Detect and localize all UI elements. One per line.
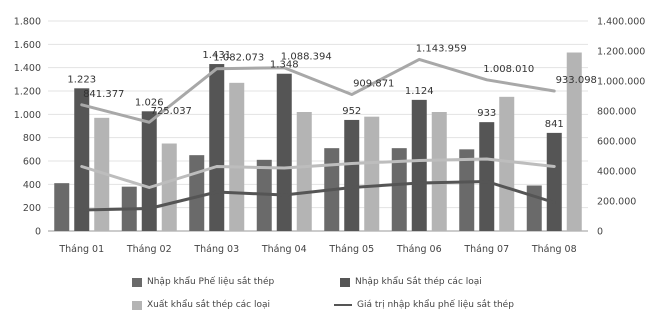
bar <box>411 99 427 231</box>
bar <box>296 112 312 231</box>
bar <box>344 119 360 231</box>
left-tick-label: 0 <box>35 227 41 238</box>
bar <box>499 96 515 231</box>
bar-value-label: 933 <box>477 108 496 119</box>
x-tick-label: Tháng 03 <box>193 244 239 255</box>
bar <box>54 183 70 231</box>
lines <box>80 57 556 212</box>
bar <box>276 73 292 231</box>
bar <box>546 132 562 231</box>
series-line <box>80 180 556 212</box>
data-labels: 1.223 1.026 1.431 1.348 952 1.124 933 841 841.37… <box>67 43 597 129</box>
right-tick-label: 1.200.000 <box>597 47 645 58</box>
left-tick-label: 1.800 <box>14 17 41 28</box>
bar-value-label: 952 <box>342 106 361 117</box>
bar <box>189 155 205 231</box>
line-value-label: 1.082.073 <box>213 53 264 64</box>
bar <box>479 122 495 231</box>
bar <box>526 185 542 231</box>
x-tick-label: Tháng 06 <box>396 244 442 255</box>
bar <box>364 116 380 231</box>
line-value-label: 1.088.394 <box>281 52 332 63</box>
bar <box>431 112 447 231</box>
left-tick-label: 1.200 <box>14 87 41 98</box>
x-tick-label: Tháng 04 <box>261 244 307 255</box>
right-tick-label: 400.000 <box>597 167 636 178</box>
bar-value-label: 1.124 <box>405 86 434 97</box>
right-tick-label: 1.400.000 <box>597 17 645 28</box>
bar-value-label: 1.431 <box>202 50 231 61</box>
left-tick-label: 200 <box>23 203 41 214</box>
bar <box>459 149 475 231</box>
bar <box>391 148 407 231</box>
left-tick-label: 1.000 <box>14 110 41 121</box>
bar <box>94 117 110 231</box>
x-axis: Tháng 01 Tháng 02 Tháng 03 Tháng 04 Tháng 05… <box>58 244 576 255</box>
left-tick-label: 1.600 <box>14 40 41 51</box>
series-line <box>80 157 556 189</box>
line-value-label: 909.871 <box>353 79 394 90</box>
right-tick-label: 600.000 <box>597 137 636 148</box>
x-tick-label: Tháng 08 <box>531 244 577 255</box>
bar <box>141 111 157 231</box>
line-value-label: 933.098 <box>556 75 597 86</box>
right-tick-label: 0 <box>597 227 603 238</box>
x-tick-label: Tháng 05 <box>328 244 374 255</box>
bar <box>209 64 225 231</box>
left-tick-label: 600 <box>23 157 41 168</box>
right-tick-label: 800.000 <box>597 107 636 118</box>
x-tick-label: Tháng 01 <box>58 244 104 255</box>
line-value-label: 725.037 <box>151 106 192 117</box>
line-value-label: 1.008.010 <box>483 64 534 75</box>
bar <box>161 143 177 231</box>
right-tick-label: 1.000.000 <box>597 77 645 88</box>
bar-value-label: 1.223 <box>67 74 96 85</box>
left-tick-label: 800 <box>23 133 41 144</box>
bars <box>54 52 582 231</box>
left-axis: 0 200 400 600 800 1.000 1.200 1.400 1.600 1.800 <box>14 17 41 238</box>
x-tick-label: Tháng 07 <box>463 244 509 255</box>
bar-value-label: 1.026 <box>135 97 164 108</box>
right-tick-label: 200.000 <box>597 197 636 208</box>
line-value-label: 1.143.959 <box>416 43 467 54</box>
left-tick-label: 400 <box>23 180 41 191</box>
bar-value-label: 1.348 <box>270 60 299 71</box>
bar <box>566 52 582 231</box>
right-axis: 0 200.000 400.000 600.000 800.000 1.000.000 1.… <box>597 17 645 238</box>
line-value-label: 841.377 <box>83 89 124 100</box>
left-tick-label: 1.400 <box>14 63 41 74</box>
bar <box>229 82 245 231</box>
bar <box>74 88 90 231</box>
series-line <box>80 57 556 124</box>
x-tick-label: Tháng 02 <box>126 244 172 255</box>
bar-value-label: 841 <box>545 119 564 130</box>
